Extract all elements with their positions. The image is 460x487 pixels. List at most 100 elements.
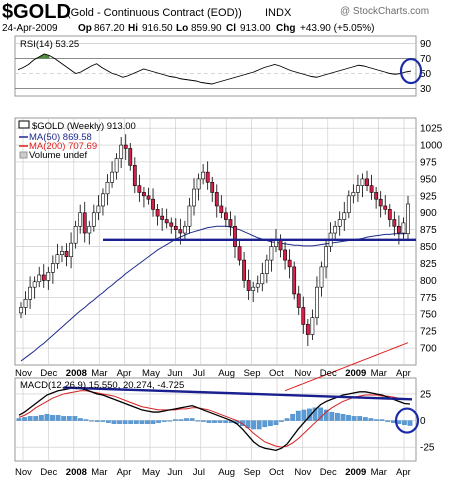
candle-body [310,317,315,335]
x-axis-macd: Nov Dec 2008 Mar Apr May Jun Jul Aug Sep Oct Nov Dec… [15,467,411,478]
candle-body [396,225,401,234]
ma200-legend-label: MA(200) 707.69 [29,141,97,152]
quote-low-label: Lo [176,23,188,34]
volume-legend-label: Volume undef [29,150,87,161]
macd-histogram-bar [89,420,94,422]
macd-histogram-bar [111,420,117,424]
ma50-line [20,225,409,362]
macd-histogram-bar [128,420,134,424]
macd-histogram-bar [390,420,396,423]
candle-body [78,212,83,227]
macd-histogram-bar [267,420,273,427]
quote-change-label: Chg [276,23,295,34]
candle-body [128,148,133,166]
price-tick-label: 825 [420,259,437,270]
candle-body [360,178,365,186]
price-x-tick-label: 2008 [66,368,87,379]
candle-body [46,271,51,281]
candle-body [110,171,114,183]
macd-histogram-bar [217,420,223,423]
price-tick-label: 975 [420,157,437,168]
candle-body [214,192,219,207]
macd-histogram-bar [357,416,363,421]
macd-histogram-bar [83,419,89,421]
macd-legend: MACD(12,26,9) 15.550, 20.274, -4.725 [20,380,184,391]
candle-body [278,239,283,251]
candle-body [119,144,124,159]
price-x-tick-label: Jul [193,368,205,379]
macd-signal-line [18,390,411,448]
macd-histogram-bar [379,419,385,421]
price-legend-title: $GOLD (Weekly) 913.00 [32,121,136,132]
price-tick-label: 950 [420,174,437,185]
quote-change: +43.90 (+5.05%) [300,23,375,34]
macd-histogram-bar [66,416,72,421]
macd-histogram-bar [290,414,296,421]
exchange-label: INDX [265,7,292,19]
macd-histogram-bar [117,420,122,424]
macd-histogram-bar [27,416,33,421]
candle-body [160,215,165,220]
macd-histogram-bar [189,418,195,421]
rsi-panel [14,35,417,97]
candle-body [137,185,142,193]
macd-trendline [63,386,413,401]
candle-body [296,293,301,308]
price-panel [14,117,417,366]
candle-body [192,188,196,207]
candle-body [196,178,201,190]
macd-x-tick-label: Nov [15,467,32,478]
price-x-tick-label: Apr [117,368,132,379]
candle-body [223,212,228,220]
macd-tick-label: 25 [420,389,432,400]
macd-x-tick-label: Apr [396,467,411,478]
macd-histogram-bar [173,419,178,421]
candle-body [219,205,224,214]
macd-histogram-bar [223,420,229,423]
candle-body [173,225,178,230]
quote-high: 916.50 [142,23,173,34]
macd-histogram-bar [105,420,111,423]
macd-histogram-bar [301,409,307,421]
candle-body [132,165,137,186]
quote-close: 913.00 [240,23,271,34]
candle-body [60,251,64,255]
macd-histogram-bar [139,420,145,424]
candle-body [96,205,101,214]
candle-body [82,212,87,234]
candle-body [401,222,406,234]
macd-histogram-bar [323,409,329,421]
macd-histogram-bar [206,420,212,423]
macd-x-tick-label: 2008 [66,467,87,478]
candle-body [233,225,237,247]
macd-histogram-bar [55,415,61,421]
candle-body [342,212,347,220]
rsi-tick-label: 90 [420,39,432,50]
price-tick-label: 1000 [420,141,443,152]
macd-histogram-bar [44,414,50,421]
macd-histogram-bar [368,418,374,421]
candle-body [242,259,246,281]
macd-histogram-bar [385,420,391,422]
macd-histogram-bar [362,417,368,421]
candle-body [123,144,128,149]
candle-body [101,193,105,207]
rsi-tick-label: 30 [420,84,432,95]
quote-open-label: Op [78,23,92,34]
price-tick-label: 1025 [420,124,443,135]
candle-body [365,178,369,186]
macd-histogram-bar [161,420,167,422]
macd-histogram-bar [200,420,206,422]
price-tick-label: 850 [420,242,437,253]
candle-body [251,286,256,291]
macd-histogram-bar [335,412,340,421]
macd-histogram-bar [100,420,106,422]
macd-x-tick-label: Apr [117,467,132,478]
macd-histogram-bar [312,407,318,421]
candle-body [283,249,287,261]
macd-histogram-bar [346,415,351,421]
symbol-description: (Gold - Continuous Contract (EOD)) [67,7,242,19]
macd-histogram-bar [212,420,217,423]
rsi-tick-label: 50 [420,69,432,80]
